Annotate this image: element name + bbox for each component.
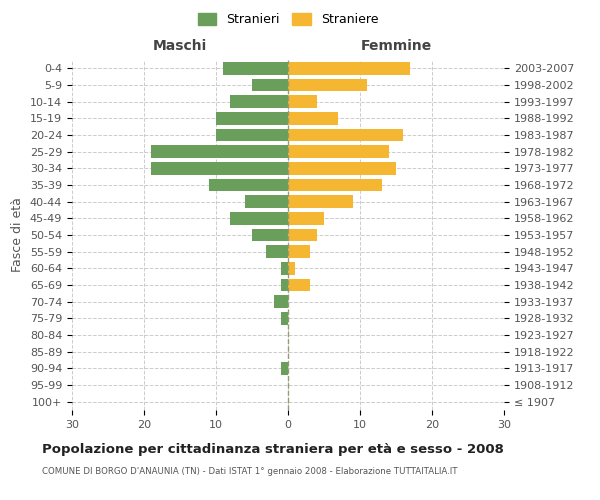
Bar [288,212,324,224]
Text: Femmine: Femmine [361,39,431,53]
Bar [151,162,288,174]
Bar [223,62,288,74]
Text: COMUNE DI BORGO D'ANAUNIA (TN) - Dati ISTAT 1° gennaio 2008 - Elaborazione TUTTA: COMUNE DI BORGO D'ANAUNIA (TN) - Dati IS… [42,468,458,476]
Bar [216,129,288,141]
Bar [288,179,382,192]
Bar [274,296,288,308]
Bar [216,112,288,124]
Text: Popolazione per cittadinanza straniera per età e sesso - 2008: Popolazione per cittadinanza straniera p… [42,442,504,456]
Bar [281,362,288,374]
Bar [288,129,403,141]
Bar [288,162,396,174]
Bar [288,262,295,274]
Bar [288,146,389,158]
Bar [209,179,288,192]
Bar [281,262,288,274]
Bar [252,79,288,92]
Y-axis label: Fasce di età: Fasce di età [11,198,25,272]
Bar [230,96,288,108]
Bar [288,229,317,241]
Bar [288,196,353,208]
Bar [281,312,288,324]
Bar [266,246,288,258]
Bar [288,79,367,92]
Legend: Stranieri, Straniere: Stranieri, Straniere [194,8,382,30]
Bar [281,279,288,291]
Bar [230,212,288,224]
Bar [288,112,338,124]
Bar [288,96,317,108]
Text: Maschi: Maschi [153,39,207,53]
Bar [288,246,310,258]
Bar [288,62,410,74]
Bar [151,146,288,158]
Bar [252,229,288,241]
Bar [245,196,288,208]
Bar [288,279,310,291]
